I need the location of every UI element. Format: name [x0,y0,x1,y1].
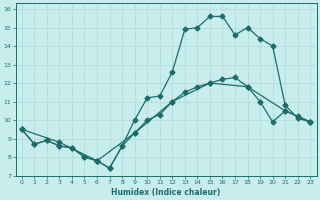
X-axis label: Humidex (Indice chaleur): Humidex (Indice chaleur) [111,188,221,197]
